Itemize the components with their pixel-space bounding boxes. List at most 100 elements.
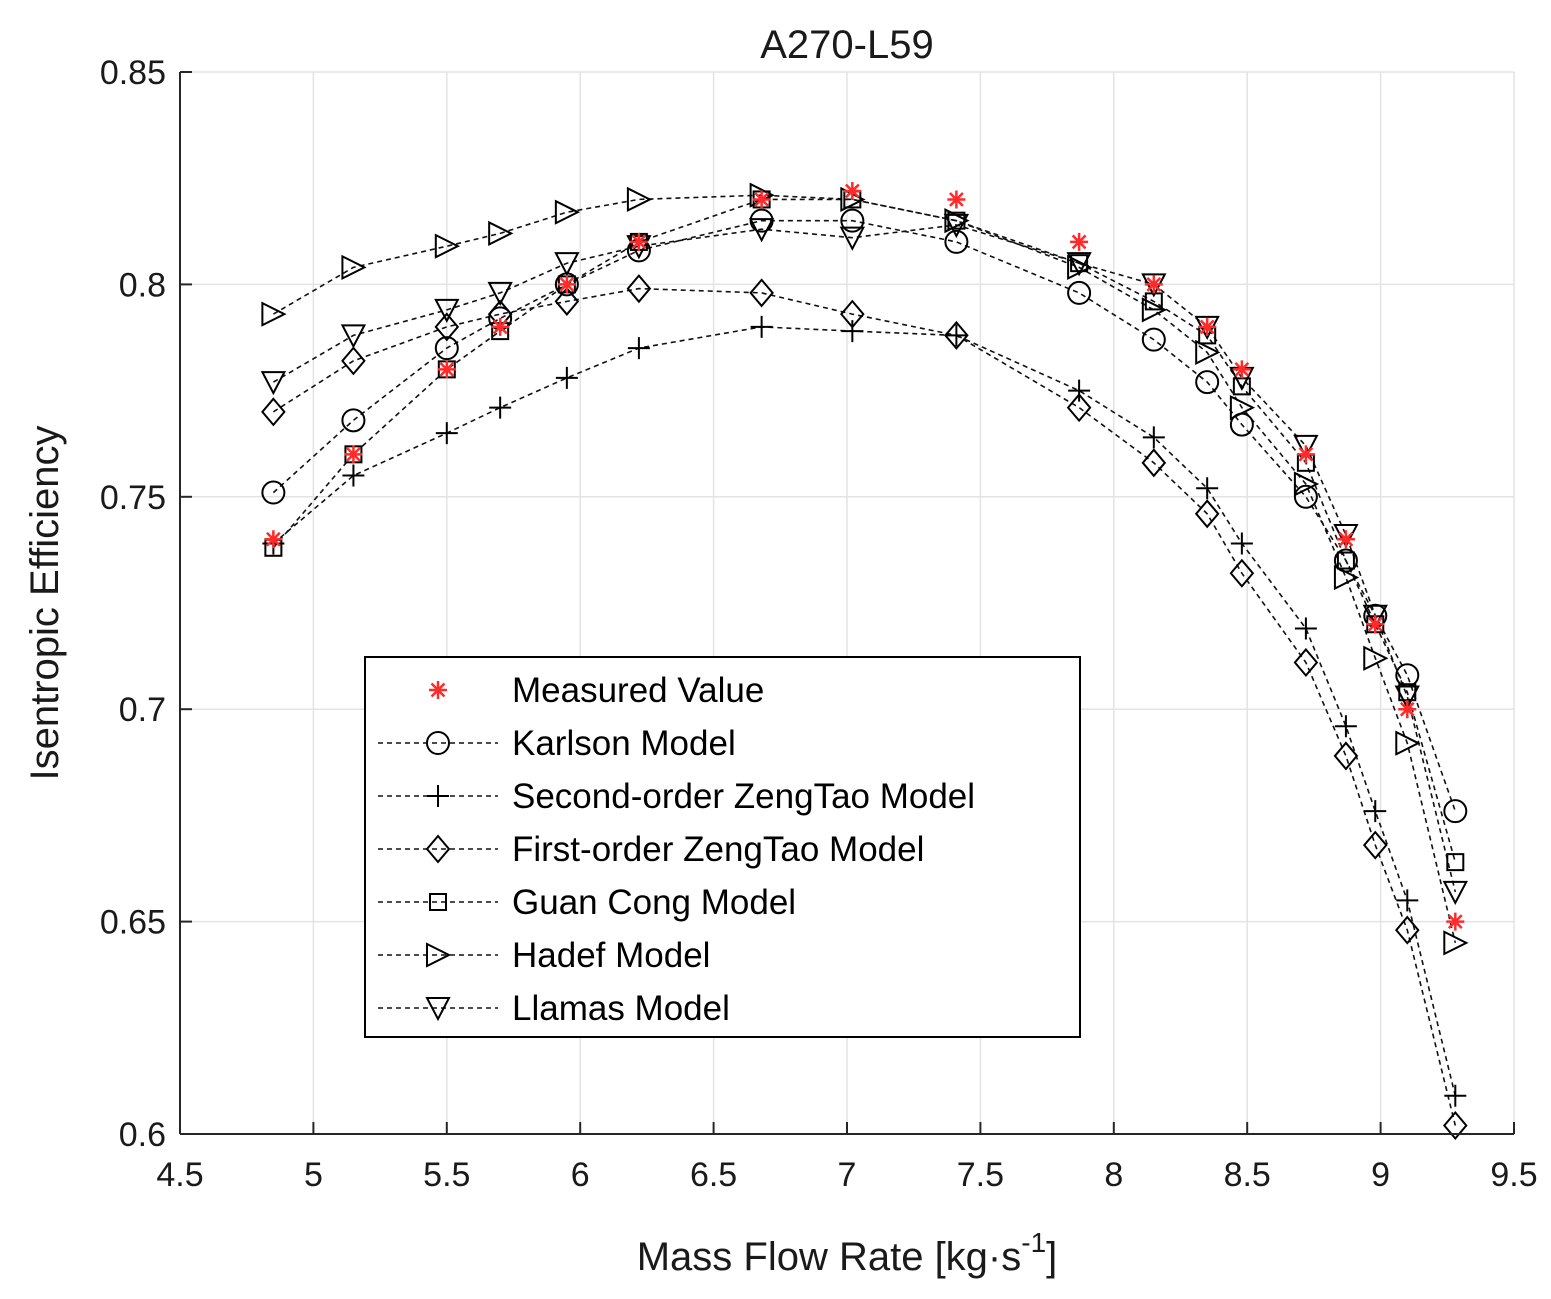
first-order-zengtao-model-point	[1229, 558, 1255, 588]
llamas-model-point	[554, 252, 580, 277]
legend-marker-karlson-model	[426, 731, 450, 755]
second-order-zengtao-model-point	[1068, 379, 1091, 402]
y-tick-label: 0.8	[119, 266, 166, 304]
guan-cong-model-point	[1336, 551, 1355, 570]
y-ticks: 0.6 0.65 0.7 0.75 0.8 0.85	[100, 54, 192, 1154]
legend-label-llamas-model: Llamas Model	[512, 989, 730, 1028]
x-axis-title-end: ]	[1046, 1235, 1057, 1279]
legend-marker-measured-value	[429, 681, 447, 699]
measured-value-point	[629, 232, 648, 251]
karlson-model-point	[434, 336, 459, 361]
karlson-model-point	[1195, 370, 1220, 395]
legend-entries: Measured Value Karlson Model Second-order …	[378, 671, 975, 1028]
second-order-zengtao-model-point	[1396, 889, 1419, 912]
legend-marker-hadef-model	[426, 942, 452, 968]
first-order-zengtao-model-line	[272, 287, 1457, 1126]
first-order-zengtao-model-point	[840, 299, 865, 329]
second-order-zengtao-model-point	[1142, 426, 1165, 449]
measured-value-point	[491, 317, 510, 336]
first-order-zengtao-model-point	[1066, 393, 1092, 423]
hadef-model-point	[1293, 471, 1320, 497]
first-order-zengtao-model-point	[1394, 915, 1420, 945]
legend-label-second-order-zengtao-model: Second-order ZengTao Model	[512, 777, 975, 816]
x-tick-label: 5.5	[423, 1156, 470, 1194]
hadef-model-point	[1229, 394, 1256, 421]
measured-value-point	[947, 190, 966, 209]
llamas-model-point	[487, 281, 513, 307]
legend: Measured Value Karlson Model Second-order …	[364, 656, 1081, 1038]
llamas-model-point	[1293, 434, 1319, 459]
llamas-model-point	[1394, 685, 1420, 710]
llamas-model-point	[340, 324, 367, 349]
hadef-model-point	[1443, 930, 1469, 956]
measured-value-point	[344, 445, 363, 464]
hadef-model-point	[626, 186, 653, 213]
first-order-zengtao-model-point	[626, 274, 652, 304]
hadef-model-point	[1333, 564, 1360, 591]
llamas-model-line	[272, 224, 1457, 893]
x-tick-label: 7.5	[957, 1156, 1004, 1194]
x-axis-title-main: Mass Flow Rate [kg·s	[637, 1235, 1022, 1279]
first-order-zengtao-model-point	[554, 286, 580, 316]
second-order-zengtao-model-line	[272, 326, 1457, 1096]
karlson-model-point	[1443, 799, 1468, 824]
legend-marker-guan-cong-model	[429, 893, 447, 911]
legend-box	[364, 656, 1081, 1038]
second-order-zengtao-model-point	[841, 320, 864, 343]
first-order-zengtao-model-point	[944, 320, 969, 350]
hadef-model-point	[488, 220, 514, 247]
second-order-zengtao-model-point	[555, 366, 578, 389]
llamas-model-point	[434, 298, 460, 324]
x-axis-title: Mass Flow Rate [kg·s-1]	[637, 1227, 1058, 1279]
hadef-model-point	[1395, 730, 1421, 756]
measured-value-point	[1144, 275, 1163, 294]
first-order-zengtao-model-point	[1442, 1110, 1468, 1141]
hadef-model-point	[261, 301, 287, 327]
y-tick-label: 0.65	[100, 904, 166, 942]
chart-title: A270-L59	[760, 23, 933, 67]
legend-label-guan-cong-model: Guan Cong Model	[512, 883, 796, 922]
first-order-zengtao-model-point	[1293, 647, 1319, 678]
y-tick-label: 0.75	[100, 479, 166, 517]
hadef-model-point	[341, 254, 367, 281]
measured-value-point	[264, 530, 283, 549]
hadef-model-line	[272, 194, 1457, 943]
x-tick-label: 8	[1104, 1156, 1123, 1194]
second-order-zengtao-model-point	[1334, 715, 1357, 738]
first-order-zengtao-model-point	[261, 397, 286, 427]
series-markers	[260, 181, 1469, 1141]
first-order-zengtao-model-point	[1141, 448, 1167, 478]
x-tick-label: 4.5	[156, 1156, 203, 1194]
x-tick-label: 8.5	[1224, 1156, 1271, 1194]
karlson-model-point	[1067, 280, 1092, 305]
legend-marker-first-order-zengtao-model	[425, 834, 451, 864]
second-order-zengtao-model-point	[750, 315, 773, 338]
first-order-zengtao-model-point	[341, 346, 366, 376]
karlson-model-point	[261, 480, 286, 505]
second-order-zengtao-model-point	[627, 337, 650, 360]
x-ticks: 4.5 5 5.5 6 6.5 7 7.5 8 8.5 9 9.5	[156, 1122, 1538, 1194]
first-order-zengtao-model-point	[1362, 830, 1388, 860]
karlson-model-point	[1293, 484, 1318, 509]
second-order-zengtao-model-point	[1364, 800, 1387, 823]
y-tick-label: 0.85	[100, 54, 166, 92]
second-order-zengtao-model-point	[1444, 1084, 1467, 1107]
second-order-zengtao-model-point	[1196, 477, 1219, 500]
llamas-model-point	[1066, 252, 1092, 277]
x-tick-label: 5	[304, 1156, 323, 1194]
measured-value-point	[1198, 317, 1217, 336]
llamas-model-point	[748, 218, 775, 243]
measured-value-point	[843, 181, 862, 200]
hadef-model-point	[1195, 339, 1221, 365]
hadef-model-point	[554, 199, 581, 225]
hadef-model-point	[1363, 645, 1389, 671]
hadef-model-point	[434, 233, 461, 259]
measured-value-point	[1296, 445, 1315, 464]
legend-label-hadef-model: Hadef Model	[512, 936, 710, 975]
x-axis-title-superscript: -1	[1021, 1227, 1046, 1258]
legend-marker-second-order-zengtao-model	[427, 785, 449, 807]
first-order-zengtao-model-point	[434, 312, 460, 342]
measured-value-point	[1398, 700, 1417, 719]
y-tick-label: 0.7	[119, 691, 166, 729]
